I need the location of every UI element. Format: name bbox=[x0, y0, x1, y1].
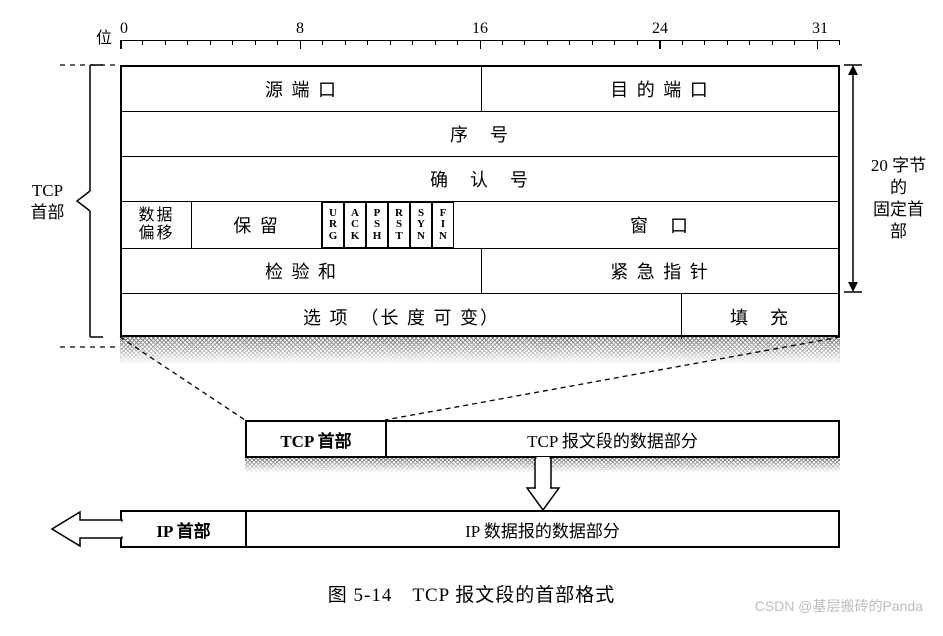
field-source-port: 源 端 口 bbox=[122, 67, 482, 111]
tcp-header-table: 源 端 口 目 的 端 口 序 号 确 认 号 数据 偏移 保 留 URG AC… bbox=[120, 65, 840, 337]
datagram-data: IP 数据报的数据部分 bbox=[247, 512, 838, 546]
bit-tick-16: 16 bbox=[472, 20, 488, 38]
field-window: 窗 口 bbox=[482, 202, 838, 248]
watermark-text: CSDN @基层搬砖的Panda bbox=[755, 596, 923, 616]
bit-tick-8: 8 bbox=[296, 20, 304, 38]
field-dest-port: 目 的 端 口 bbox=[482, 67, 838, 111]
field-padding: 填 充 bbox=[682, 294, 838, 339]
bit-ruler: 位 0 8 16 24 31 bbox=[120, 20, 840, 50]
segment-data: TCP 报文段的数据部分 bbox=[387, 422, 838, 456]
flag-ack: ACK bbox=[344, 202, 366, 248]
flag-urg: URG bbox=[322, 202, 344, 248]
segment-head: TCP 首部 bbox=[247, 422, 387, 456]
flag-psh: PSH bbox=[366, 202, 388, 248]
left-bracket-icon bbox=[75, 65, 105, 337]
bit-tick-0: 0 bbox=[120, 20, 128, 38]
projection-lines-icon bbox=[120, 337, 840, 422]
datagram-head: IP 首部 bbox=[122, 512, 247, 546]
field-reserved: 保 留 bbox=[192, 202, 322, 248]
ip-datagram-box: IP 首部 IP 数据报的数据部分 bbox=[120, 510, 840, 548]
bit-scale-line bbox=[120, 40, 840, 50]
left-arrow-icon bbox=[50, 510, 122, 548]
bit-tick-31: 31 bbox=[812, 20, 828, 38]
right-label: 20 字节的 固定首部 bbox=[866, 155, 931, 243]
flags-group: URG ACK PSH RST SYN FIN bbox=[322, 202, 482, 248]
flag-rst: RST bbox=[388, 202, 410, 248]
right-extent-arrow-icon bbox=[844, 65, 862, 292]
field-sequence-number: 序 号 bbox=[122, 112, 838, 156]
left-bracket-bottom-dashes bbox=[60, 337, 120, 357]
bit-ruler-label: 位 bbox=[96, 24, 112, 48]
field-urgent-pointer: 紧 急 指 针 bbox=[482, 249, 838, 293]
field-data-offset: 数据 偏移 bbox=[122, 202, 192, 248]
tcp-segment-box: TCP 首部 TCP 报文段的数据部分 bbox=[245, 420, 840, 458]
field-options: 选 项 （长 度 可 变） bbox=[122, 294, 682, 339]
flag-syn: SYN bbox=[410, 202, 432, 248]
tcp-header-diagram: 位 0 8 16 24 31 TCP 首部 20 字节的 固定首部 源 端 口 bbox=[20, 20, 923, 616]
left-label: TCP 首部 bbox=[20, 180, 75, 224]
left-bracket-top-dashes bbox=[60, 55, 120, 75]
down-arrow-icon bbox=[523, 458, 563, 512]
field-checksum: 检 验 和 bbox=[122, 249, 482, 293]
field-ack-number: 确 认 号 bbox=[122, 157, 838, 201]
bit-tick-24: 24 bbox=[652, 20, 668, 38]
flag-fin: FIN bbox=[432, 202, 454, 248]
